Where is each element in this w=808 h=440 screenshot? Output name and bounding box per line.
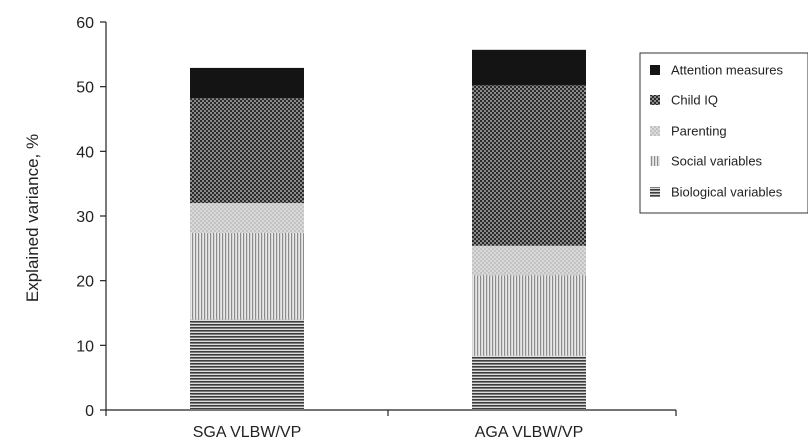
bars <box>190 49 586 410</box>
y-tick-label: 50 <box>76 80 94 97</box>
legend-swatch <box>650 126 660 136</box>
legend-label: Biological variables <box>671 185 783 200</box>
x-tick-label: AGA VLBW/VP <box>475 424 583 440</box>
legend-label: Attention measures <box>671 63 784 78</box>
y-axis: 0 10 20 30 40 50 60 <box>76 15 107 420</box>
legend-label: Social variables <box>671 154 763 169</box>
bar-segment-biological-variables <box>190 319 304 410</box>
bar-segment-attention-measures <box>190 67 304 99</box>
y-tick-label: 0 <box>85 403 94 420</box>
legend-box <box>639 52 808 214</box>
bar-segment-social-variables <box>190 232 304 320</box>
y-tick-label: 10 <box>76 338 94 355</box>
legend-swatch <box>650 65 660 75</box>
legend-swatch <box>650 156 660 166</box>
y-axis-title: Explained variance, % <box>23 134 42 302</box>
bar-segment-parenting <box>190 203 304 233</box>
bar-segment-child-iq <box>190 98 304 204</box>
legend-swatch <box>650 95 660 105</box>
y-tick-label: 20 <box>76 274 94 291</box>
x-tick-label: SGA VLBW/VP <box>193 424 301 440</box>
y-tick-label: 60 <box>76 15 94 32</box>
bar-segment-biological-variables <box>472 355 586 410</box>
y-tick-label: 40 <box>76 144 94 161</box>
bar-segment-parenting <box>472 245 586 276</box>
y-tick-label: 30 <box>76 209 94 226</box>
bar-segment-child-iq <box>472 85 586 246</box>
bar-segment-attention-measures <box>472 49 586 86</box>
bar-segment-social-variables <box>472 275 586 356</box>
legend-label: Child IQ <box>671 93 718 108</box>
legend: Attention measures Child IQ Parenting Socia… <box>639 52 808 214</box>
legend-swatch <box>650 187 660 197</box>
x-axis: SGA VLBW/VP AGA VLBW/VP <box>105 409 677 440</box>
legend-label: Parenting <box>671 124 727 139</box>
